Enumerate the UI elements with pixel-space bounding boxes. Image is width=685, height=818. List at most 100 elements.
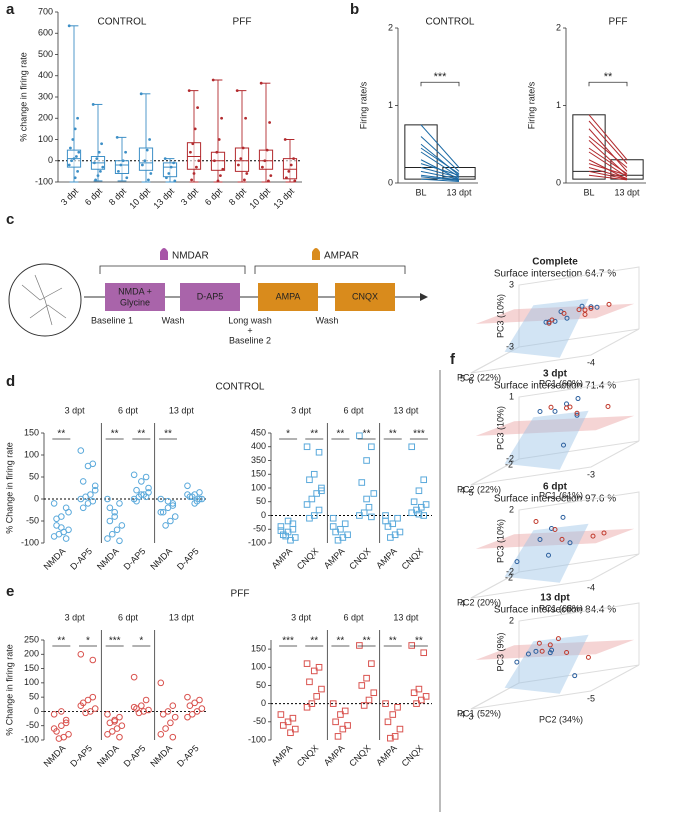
data-point <box>121 159 125 163</box>
significance-label: *** <box>434 71 448 83</box>
data-point <box>169 502 177 509</box>
data-point <box>332 718 339 726</box>
y-tick-label: 150 <box>24 663 39 673</box>
surface <box>475 415 635 436</box>
y-tick-label: 400 <box>251 441 266 451</box>
data-point <box>58 524 65 531</box>
box <box>234 147 250 172</box>
x-tick-label: -4 <box>587 357 595 367</box>
data-point <box>339 725 347 733</box>
data-point <box>318 487 325 495</box>
data-point <box>525 651 531 657</box>
data-point <box>539 648 545 654</box>
y-tick-label: 2 <box>556 22 561 32</box>
y-axis-label: PC2 (20%) <box>457 597 501 607</box>
neurons <box>21 274 67 326</box>
data-point <box>533 648 539 654</box>
y-tick-label: 1 <box>388 100 393 110</box>
significance-label: * <box>286 429 290 440</box>
paired-line <box>588 174 628 181</box>
receptor-icon <box>160 248 168 260</box>
paired-line <box>588 167 628 179</box>
data-point <box>147 178 150 182</box>
data-point <box>133 497 140 505</box>
data-point <box>363 457 370 464</box>
data-point <box>167 719 174 727</box>
data-point <box>561 442 566 448</box>
data-point <box>190 178 194 182</box>
data-point <box>387 734 394 742</box>
significance-label: ** <box>310 429 318 440</box>
x-tick-label: CNQX <box>400 546 425 571</box>
data-point <box>418 696 425 704</box>
x-tick-label: 6 dpt <box>203 186 225 208</box>
phase-label: Baseline 1 <box>91 315 133 325</box>
data-point <box>104 495 111 503</box>
y-tick-label: 100 <box>24 677 39 687</box>
data-point <box>138 702 145 710</box>
y-axis-label: % Change in firing rate <box>4 644 14 736</box>
data-point <box>193 127 197 131</box>
x-tick-label: -3 <box>587 469 595 479</box>
data-point <box>220 116 224 120</box>
data-point <box>164 708 172 715</box>
data-point <box>76 169 79 173</box>
significance-label: ** <box>137 429 145 440</box>
step-label: Glycine <box>120 297 150 307</box>
y-tick-label: 2 <box>388 22 393 32</box>
chart-title: CONTROL <box>426 17 475 28</box>
y-tick-label: 350 <box>251 455 266 465</box>
significance-label: ** <box>310 636 318 647</box>
data-point <box>91 103 95 106</box>
data-point <box>277 711 285 718</box>
data-point <box>576 307 582 313</box>
significance-label: * <box>139 636 143 647</box>
data-point <box>303 443 311 451</box>
x-tick-label: 6 dpt <box>83 186 105 208</box>
group-title: PFF <box>233 17 252 28</box>
data-point <box>116 713 123 721</box>
group-label: 3 dpt <box>291 405 312 415</box>
data-point <box>157 730 165 738</box>
data-point <box>142 696 150 704</box>
x-tick-label: 6 <box>468 375 473 385</box>
data-point <box>79 478 87 485</box>
data-point <box>408 642 416 649</box>
data-point <box>217 138 221 141</box>
y-tick-label: 150 <box>24 427 39 437</box>
box <box>186 142 202 170</box>
receptor-icon <box>312 248 320 260</box>
data-point <box>138 491 145 498</box>
paired-line <box>420 124 460 168</box>
data-point <box>261 165 264 169</box>
data-point <box>89 693 97 701</box>
data-point <box>116 537 123 545</box>
data-point <box>368 513 375 521</box>
y-tick-label: 5 <box>460 373 465 383</box>
significance-label: ** <box>164 429 172 440</box>
data-point <box>389 711 397 718</box>
data-point <box>601 530 607 536</box>
data-point <box>291 725 299 733</box>
data-point <box>564 401 569 407</box>
data-point <box>191 500 198 507</box>
data-point <box>173 179 177 183</box>
data-point <box>159 508 167 516</box>
data-point <box>196 696 203 704</box>
data-point <box>94 178 97 182</box>
y-tick-label: 0 <box>556 177 561 187</box>
paired-line <box>588 128 628 172</box>
paired-line <box>420 151 460 178</box>
data-point <box>50 500 58 507</box>
data-point <box>360 702 368 709</box>
data-point <box>76 116 79 120</box>
data-point <box>329 523 337 530</box>
data-point <box>313 693 320 700</box>
x-tick-label: D-AP5 <box>68 743 94 769</box>
data-point <box>149 172 153 175</box>
surface <box>504 298 589 358</box>
group-label: 6 dpt <box>118 612 139 622</box>
data-point <box>157 679 165 687</box>
data-point <box>104 535 111 542</box>
y-tick-label: 700 <box>38 6 53 16</box>
